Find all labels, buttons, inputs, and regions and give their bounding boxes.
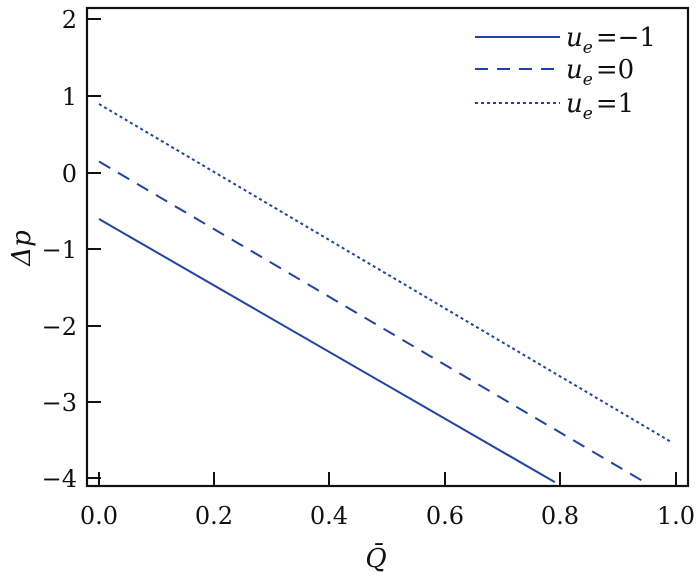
y-tick: −1	[42, 236, 101, 264]
y-tick: 0	[62, 160, 101, 188]
x-axis-label: Q̄	[365, 542, 386, 574]
series-line-solid	[98, 218, 556, 483]
series-layer	[98, 103, 671, 485]
x-tick-label: 0.8	[541, 502, 579, 530]
y-tick: 2	[62, 6, 101, 34]
y-tick: 1	[62, 83, 101, 111]
series-line-dashed	[98, 160, 648, 485]
y-tick: −4	[42, 465, 101, 493]
x-tick: 1.0	[657, 472, 695, 530]
legend-label: ue =1	[566, 89, 634, 124]
y-tick-label: −1	[42, 236, 77, 264]
x-tick-label: 0.6	[426, 502, 464, 530]
y-tick-label: 1	[62, 83, 77, 111]
legend-item: ue =1	[475, 89, 634, 124]
x-tick: 0.6	[426, 472, 464, 530]
x-tick: 0.2	[195, 472, 233, 530]
legend-label: ue =−1	[566, 23, 656, 58]
y-tick-label: −2	[42, 313, 77, 341]
series-line-dotted	[98, 103, 671, 443]
y-tick: −3	[42, 389, 101, 417]
x-tick: 0.4	[310, 472, 348, 530]
y-axis: 2 1 0 −1 −2 −3 −4	[42, 6, 101, 493]
x-tick: 0.0	[80, 472, 118, 530]
x-tick-label: 0.0	[80, 502, 118, 530]
legend-item: ue =0	[475, 55, 634, 90]
x-tick-label: 0.2	[195, 502, 233, 530]
legend-label: ue =0	[566, 55, 634, 90]
y-tick-label: −4	[42, 465, 77, 493]
x-tick: 0.8	[541, 472, 579, 530]
x-tick-label: 0.4	[310, 502, 348, 530]
x-axis: 0.0 0.2 0.4 0.6 0.8 1.0	[80, 472, 695, 530]
y-tick-label: 0	[62, 160, 77, 188]
legend: ue =−1 ue =0 ue =1	[475, 23, 656, 124]
y-axis-label: Δp	[7, 230, 37, 267]
plot-frame	[85, 6, 690, 488]
y-tick: −2	[42, 313, 101, 341]
legend-item: ue =−1	[475, 23, 656, 58]
x-tick-label: 1.0	[657, 502, 695, 530]
y-tick-label: −3	[42, 389, 77, 417]
y-tick-label: 2	[62, 6, 77, 34]
